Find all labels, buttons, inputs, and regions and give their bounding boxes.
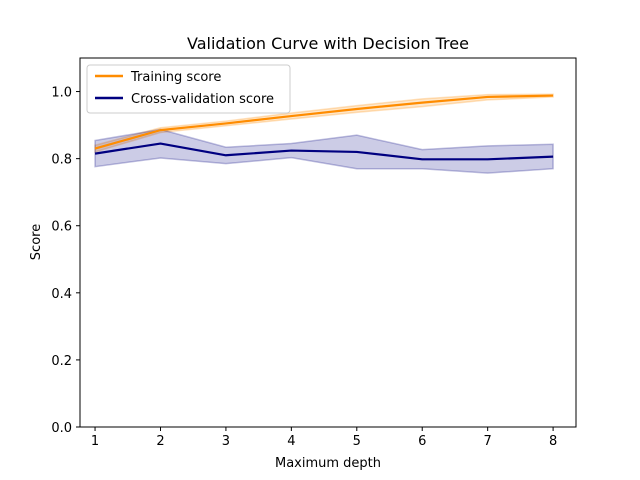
x-tick-label: 5 [353, 434, 361, 449]
x-tick-label: 1 [91, 434, 99, 449]
series-line-training [94, 94, 554, 150]
x-tick-label: 3 [222, 434, 230, 449]
x-axis: 1 2 3 4 5 6 7 8 [91, 427, 557, 449]
legend-label-training: Training score [130, 70, 221, 85]
y-axis-label: Score [29, 224, 44, 260]
x-tick-label: 7 [484, 434, 492, 449]
y-tick-label: 0.2 [51, 354, 72, 369]
y-tick-label: 0.6 [51, 220, 72, 235]
lines-layer [94, 94, 554, 161]
legend: Training score Cross-validation score [86, 64, 291, 114]
y-tick-label: 0.4 [51, 287, 72, 302]
x-tick-label: 8 [549, 434, 557, 449]
chart-title: Validation Curve with Decision Tree [187, 34, 469, 53]
plot-frame [79, 57, 577, 428]
y-tick-label: 0.8 [51, 153, 72, 168]
legend-label-cross-validation: Cross-validation score [131, 92, 274, 107]
x-tick-label: 2 [156, 434, 164, 449]
x-axis-label: Maximum depth [275, 456, 381, 471]
band-training [94, 93, 554, 153]
y-axis: 0.0 0.2 0.4 0.6 0.8 1.0 [51, 86, 80, 436]
series-line-cross-validation [94, 142, 554, 161]
x-tick-label: 4 [287, 434, 295, 449]
x-tick-label: 6 [418, 434, 426, 449]
y-tick-label: 1.0 [51, 86, 72, 101]
legend-box [86, 64, 291, 114]
y-tick-label: 0.0 [51, 421, 72, 436]
